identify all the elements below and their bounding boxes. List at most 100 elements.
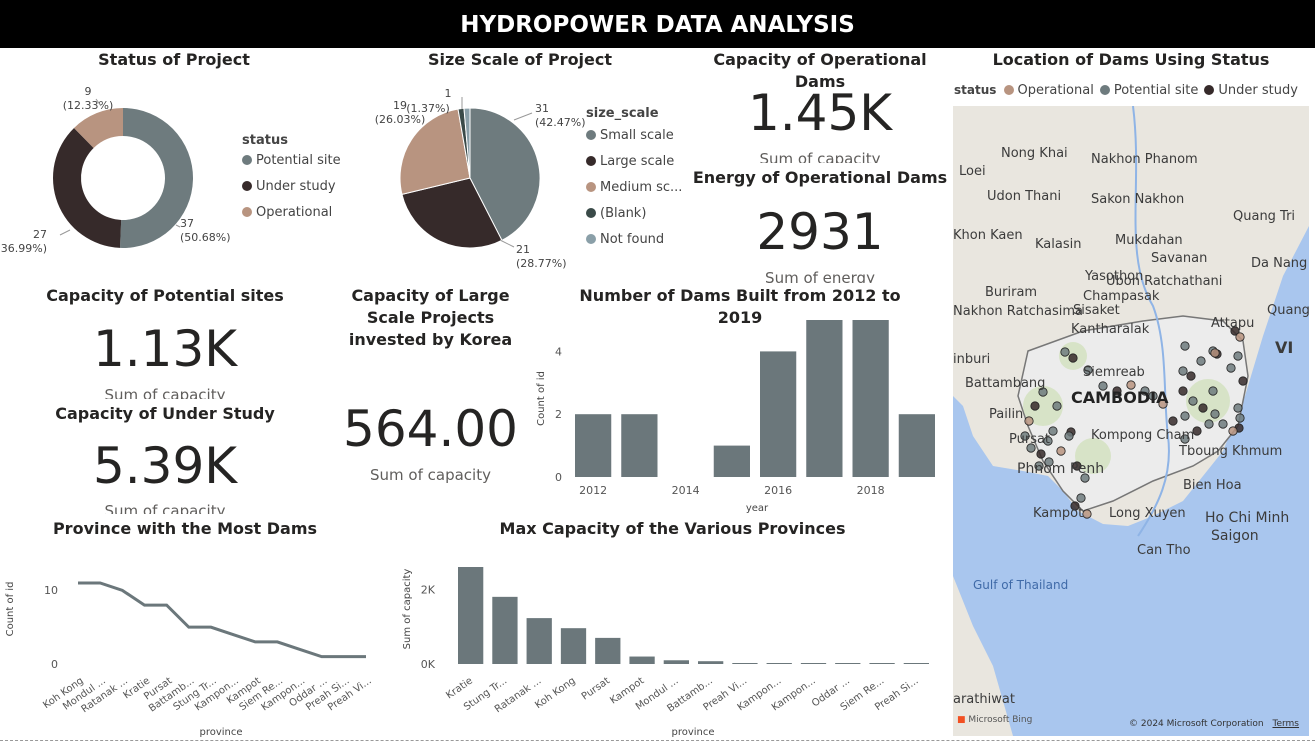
map-dam-marker[interactable] xyxy=(1230,326,1240,336)
map-dam-marker[interactable] xyxy=(1044,457,1054,467)
pie-slice[interactable] xyxy=(399,108,471,196)
size-legend-item[interactable]: Small scale xyxy=(586,128,674,143)
map-dam-marker[interactable] xyxy=(1180,411,1190,421)
size-pie-chart[interactable]: 31(42.47%) 21(28.77%) 19(26.03%) 1 (1.37%) xyxy=(350,75,590,275)
pie-slice[interactable] xyxy=(463,107,471,179)
map-dam-marker[interactable] xyxy=(1226,363,1236,373)
size-legend-item[interactable]: (Blank) xyxy=(586,206,646,221)
map-dam-marker[interactable] xyxy=(1048,426,1058,436)
map-dam-marker[interactable] xyxy=(1192,426,1202,436)
status-legend-item-potential[interactable]: Potential site xyxy=(242,153,341,168)
map-dam-marker[interactable] xyxy=(1178,386,1188,396)
map-dam-marker[interactable] xyxy=(1208,386,1218,396)
map-dam-marker[interactable] xyxy=(1196,356,1206,366)
map-dam-marker[interactable] xyxy=(1020,431,1030,441)
map-dam-marker[interactable] xyxy=(1178,366,1188,376)
map-dam-marker[interactable] xyxy=(1083,365,1093,375)
year-bar[interactable] xyxy=(621,414,658,477)
map-dam-marker[interactable] xyxy=(1238,376,1248,386)
year-bar[interactable] xyxy=(575,414,612,477)
map-dam-marker[interactable] xyxy=(1056,446,1066,456)
size-legend-item[interactable]: Medium sc... xyxy=(586,180,682,195)
map-dam-marker[interactable] xyxy=(1030,401,1040,411)
pie-slice[interactable] xyxy=(401,177,503,249)
map-dam-marker[interactable] xyxy=(1235,332,1245,342)
map-dam-marker[interactable] xyxy=(1126,380,1136,390)
capacity-bar[interactable] xyxy=(492,596,518,664)
capacity-bar[interactable] xyxy=(629,656,655,664)
capacity-bar[interactable] xyxy=(663,660,689,664)
map-dam-marker[interactable] xyxy=(1233,351,1243,361)
donut-slice-potential[interactable] xyxy=(119,108,194,248)
capacity-bar[interactable] xyxy=(903,663,929,664)
capacity-bar[interactable] xyxy=(766,663,792,664)
map-dam-marker[interactable] xyxy=(1112,386,1122,396)
map-dam-marker[interactable] xyxy=(1036,449,1046,459)
map-dam-marker[interactable] xyxy=(1186,371,1196,381)
map-dam-marker[interactable] xyxy=(1168,416,1178,426)
capacity-bar[interactable] xyxy=(560,628,587,664)
map-dam-marker[interactable] xyxy=(1024,416,1034,426)
capacity-bar[interactable] xyxy=(732,663,758,664)
map-dam-marker[interactable] xyxy=(1188,396,1198,406)
capacity-bar[interactable] xyxy=(800,663,827,664)
status-legend-item-operational[interactable]: Operational xyxy=(242,205,332,220)
map-dam-marker[interactable] xyxy=(1043,436,1053,446)
size-legend-item[interactable]: Large scale xyxy=(586,154,674,169)
map-dam-marker[interactable] xyxy=(1072,461,1082,471)
map-dam-marker[interactable] xyxy=(1060,347,1070,357)
map-dam-marker[interactable] xyxy=(1026,443,1036,453)
year-bar[interactable] xyxy=(713,445,750,477)
map-legend-item[interactable]: Operational xyxy=(1003,83,1094,98)
map-dam-marker[interactable] xyxy=(1064,431,1074,441)
province-line[interactable] xyxy=(78,581,366,659)
capacity-bar[interactable] xyxy=(458,567,484,664)
map-terms-link[interactable]: Terms xyxy=(1272,719,1299,729)
map-dam-marker[interactable] xyxy=(1052,401,1062,411)
map-legend-item[interactable]: Under study xyxy=(1204,83,1298,98)
map-dam-marker[interactable] xyxy=(1198,403,1208,413)
map-dam-marker[interactable] xyxy=(1070,501,1080,511)
status-legend-item-under-study[interactable]: Under study xyxy=(242,179,336,194)
year-x-axis-label: year xyxy=(746,503,769,514)
map-dam-marker[interactable] xyxy=(1076,493,1086,503)
map-dam-marker[interactable] xyxy=(1180,434,1190,444)
capacity-bar[interactable] xyxy=(698,661,724,664)
map-dam-marker[interactable] xyxy=(1210,348,1220,358)
map-dam-marker[interactable] xyxy=(1140,386,1150,396)
map-dam-marker[interactable] xyxy=(1235,413,1245,423)
map-dam-marker[interactable] xyxy=(1082,509,1092,519)
donut-slice-operational[interactable] xyxy=(74,108,123,148)
status-donut-chart[interactable]: 37(50.68%) 27(36.99%) 9(12.33%) xyxy=(0,75,340,270)
map-dam-marker[interactable] xyxy=(1068,353,1078,363)
capacity-bar[interactable] xyxy=(595,637,621,664)
map-dam-marker[interactable] xyxy=(1204,419,1214,429)
year-bar[interactable] xyxy=(852,320,889,477)
dams-map[interactable]: Nong Khai Nakhon Phanom Loei Udon Thani Sako… xyxy=(953,106,1309,736)
legend-label: (Blank) xyxy=(600,206,647,221)
size-legend-item[interactable]: Not found xyxy=(586,232,664,247)
map-legend-item[interactable]: Potential site xyxy=(1099,83,1198,98)
capacity-bar[interactable] xyxy=(526,618,552,664)
map-dam-marker[interactable] xyxy=(1218,419,1228,429)
map-dam-marker[interactable] xyxy=(1148,391,1158,401)
year-bar[interactable] xyxy=(898,414,935,477)
map-dam-marker[interactable] xyxy=(1158,399,1168,409)
map-dam-marker[interactable] xyxy=(1210,409,1220,419)
map-dam-marker[interactable] xyxy=(1080,473,1090,483)
donut-slice-under-study[interactable] xyxy=(53,127,122,248)
year-bar[interactable] xyxy=(806,320,843,477)
year-bar[interactable] xyxy=(760,351,797,477)
dams-by-year-chart[interactable]: Count of id 0 2 4 2012 2014 2016 2018 year xyxy=(530,310,950,515)
map-dam-marker[interactable] xyxy=(1038,387,1048,397)
map-dam-marker[interactable] xyxy=(1098,381,1108,391)
pie-slice[interactable] xyxy=(469,107,541,241)
capacity-bar[interactable] xyxy=(869,663,895,664)
capacity-bar[interactable] xyxy=(835,663,861,664)
map-dam-marker[interactable] xyxy=(1228,426,1238,436)
map-dam-marker[interactable] xyxy=(1034,461,1044,471)
map-dam-marker[interactable] xyxy=(1180,341,1190,351)
map-dam-marker[interactable] xyxy=(1233,403,1243,413)
